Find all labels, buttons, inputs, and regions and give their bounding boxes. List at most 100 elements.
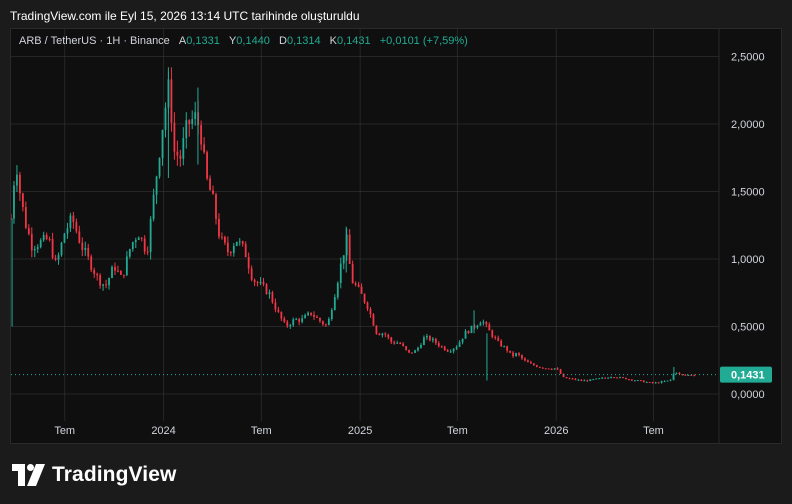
candle-body: [223, 236, 226, 243]
candle-body: [625, 377, 627, 380]
candle-body: [105, 284, 107, 286]
candle-body: [289, 325, 292, 327]
candle-body: [238, 241, 241, 243]
candle-body: [102, 284, 104, 286]
candle-body: [11, 218, 12, 220]
candle-body: [310, 312, 312, 315]
candle-body: [295, 319, 298, 321]
chart-legend: ARB / TetherUS · 1H · Binance A0,1331 Y0…: [19, 35, 468, 47]
candle-body: [384, 333, 387, 335]
candle-body: [39, 240, 42, 248]
candle-body: [244, 243, 247, 258]
candle-body: [366, 302, 369, 310]
candle-body: [639, 380, 642, 382]
candle-body: [90, 256, 93, 270]
candle-body: [229, 252, 232, 254]
candle-body: [363, 293, 366, 303]
candle-body: [235, 241, 238, 246]
candle-body: [411, 352, 413, 354]
candle-body: [179, 155, 182, 159]
candle-body: [553, 368, 556, 370]
candle-body: [645, 382, 648, 384]
candle-body: [286, 321, 289, 327]
candle-body: [393, 342, 396, 344]
candle-body: [529, 362, 532, 364]
candle-body: [125, 256, 128, 276]
candle-body: [592, 379, 595, 381]
candle-body: [426, 336, 428, 338]
candle-body: [666, 380, 669, 382]
candle-body: [675, 372, 678, 374]
candle-body: [72, 215, 75, 222]
candle-body: [265, 284, 268, 295]
chart-panel[interactable]: ARB / TetherUS · 1H · Binance A0,1331 Y0…: [10, 28, 782, 444]
candle-body: [268, 292, 271, 295]
candle-body: [357, 284, 360, 287]
candle-body: [449, 351, 452, 353]
low-value: 0,1314: [286, 35, 321, 47]
candle-body: [479, 323, 482, 326]
candle-body: [663, 381, 666, 383]
candle-body: [535, 365, 538, 367]
candle-body: [518, 353, 520, 355]
candle-body: [544, 368, 547, 370]
candle-body: [143, 238, 146, 252]
candle-body: [200, 125, 203, 145]
candle-body: [408, 349, 410, 353]
candle-body: [99, 275, 102, 286]
candle-body: [604, 377, 607, 379]
candle-body: [304, 315, 307, 319]
candle-body: [149, 218, 152, 252]
candle-body: [277, 309, 280, 312]
candle-body: [547, 368, 550, 370]
candle-body: [482, 322, 485, 324]
candle-body: [497, 337, 500, 341]
candle-body: [54, 257, 57, 260]
candle-body: [283, 318, 286, 322]
candle-body: [182, 138, 185, 159]
chart-snapshot-caption: TradingView.com ile Eyl 15, 2026 13:14 U…: [10, 9, 360, 23]
candle-body: [325, 324, 327, 326]
candle-body: [117, 270, 119, 272]
candle-body: [690, 374, 693, 376]
candle-body: [301, 318, 304, 322]
candle-body: [648, 382, 651, 384]
candle-body: [176, 151, 179, 156]
candle-body: [402, 343, 405, 347]
candle-body: [78, 231, 81, 243]
candle-body: [188, 120, 191, 125]
candle-body: [437, 343, 440, 347]
symbol-label: ARB / TetherUS · 1H · Binance: [19, 35, 170, 47]
candle-body: [565, 377, 568, 379]
candle-body: [589, 379, 592, 382]
candle-body: [253, 279, 256, 283]
candle-body: [521, 354, 523, 359]
candle-body: [137, 237, 140, 240]
candle-body: [63, 233, 66, 243]
candle-body: [333, 297, 336, 311]
candle-body: [30, 234, 33, 251]
candle-body: [342, 255, 345, 264]
candle-body: [42, 234, 45, 241]
candle-body: [298, 319, 301, 322]
candle-body: [580, 379, 583, 381]
candle-body: [583, 380, 586, 382]
candle-body: [360, 286, 363, 294]
candle-body: [131, 242, 134, 250]
candle-body: [60, 242, 63, 256]
candle-body: [651, 382, 654, 384]
candle-body: [559, 369, 562, 374]
candle-body: [313, 314, 315, 317]
candle-body: [221, 236, 223, 238]
candle-body: [33, 249, 36, 251]
candle-body: [322, 321, 324, 325]
candle-body: [642, 380, 645, 383]
candle-body: [681, 374, 684, 376]
candle-body: [262, 282, 265, 285]
price-chart[interactable]: 2,5000 2,0000 1,5000 1,0000 0,5000 0,0000 Tem 2…: [11, 29, 782, 444]
candle-body: [93, 269, 96, 275]
high-value: 0,1440: [236, 35, 270, 47]
candle-body: [452, 348, 455, 352]
candle-body: [122, 274, 125, 276]
candle-body: [209, 178, 211, 191]
